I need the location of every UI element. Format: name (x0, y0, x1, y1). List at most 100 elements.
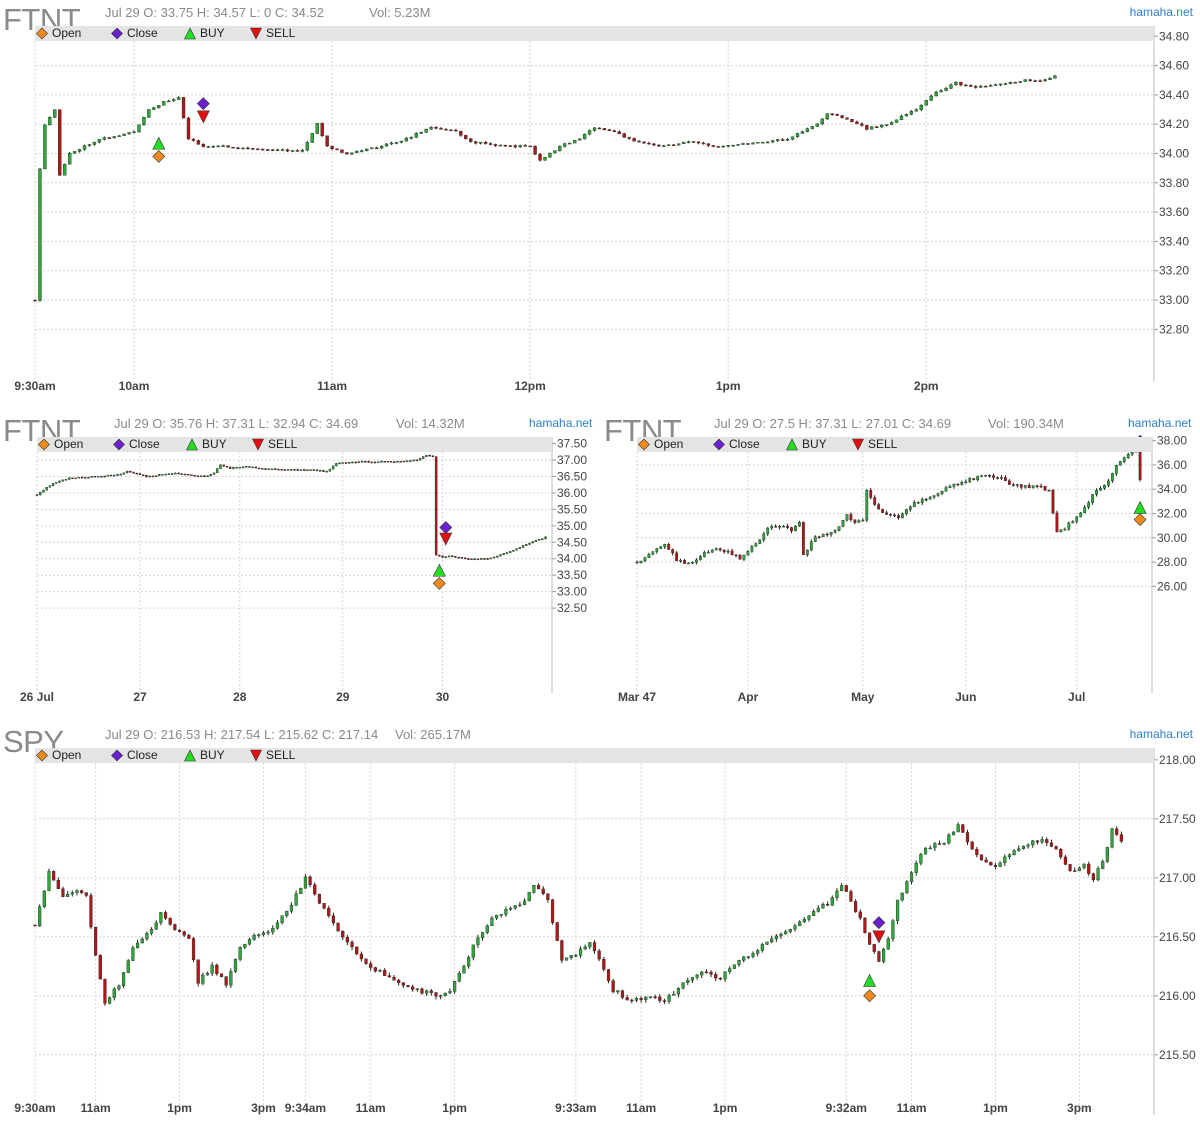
x-tick-label: May (851, 690, 875, 704)
candle-body (928, 496, 932, 500)
candle-body (899, 115, 904, 121)
candle-body (187, 935, 191, 939)
candle-body (807, 915, 811, 920)
candle-body (190, 474, 193, 476)
candle-body (1126, 454, 1130, 458)
candle-body (617, 131, 621, 134)
candle-body (849, 891, 853, 902)
diamond-purple-icon (113, 438, 125, 451)
candle-body (243, 943, 247, 948)
candle-body (996, 477, 999, 479)
candle-body (988, 474, 991, 477)
candle-body (152, 107, 156, 110)
x-tick-label: 9:30am (14, 1101, 55, 1115)
x-tick-label: 1pm (983, 1101, 1008, 1115)
candle-body (122, 472, 126, 475)
candle-body (518, 547, 522, 549)
chart-volume: Vol: 190.34M (988, 416, 1064, 431)
chart-volume: Vol: 14.32M (396, 416, 465, 431)
chart-plot-spy: 218.00 217.50 217.00 216.50 216.00 215.50 9:30… (14, 748, 1196, 1115)
chart-legend: Open Close BUY SELL (35, 748, 1154, 763)
candle-body (1047, 490, 1051, 492)
candle-body (229, 971, 233, 986)
candle-body (652, 143, 656, 146)
candle-body (1087, 863, 1091, 874)
diamond-purple-icon (111, 27, 123, 40)
candle-body (805, 128, 810, 132)
candle-body (93, 476, 97, 478)
candle-body (370, 147, 374, 150)
candle-body (870, 126, 874, 130)
brand-link[interactable]: hamaha.net (529, 416, 593, 430)
triangle-down-red-icon (252, 438, 264, 451)
candle-body (245, 466, 248, 468)
candle-body (331, 465, 335, 470)
candle-body (348, 461, 351, 464)
candle-body (736, 144, 740, 146)
candle-body (210, 964, 214, 974)
candle-body (441, 555, 444, 558)
candle-body (257, 934, 261, 936)
candle-body (620, 990, 625, 998)
candle-body (897, 515, 900, 519)
candle-body (148, 475, 151, 478)
candle-body (909, 111, 914, 115)
candle-body (948, 486, 952, 488)
candle-body (280, 915, 284, 923)
brand-link[interactable]: hamaha.net (1129, 5, 1193, 19)
candle-body (429, 126, 433, 130)
candle-body (741, 143, 745, 145)
candle-body (261, 468, 264, 470)
candle-body (815, 123, 819, 127)
candle-body (980, 475, 984, 477)
candle-body (345, 152, 349, 155)
candle-body (635, 561, 639, 564)
candle-body (639, 998, 643, 1000)
chart-ohlc-header: Jul 29 O: 27.5 H: 37.31 L: 27.01 C: 34.6… (714, 416, 952, 431)
candle-body (196, 959, 200, 984)
candle-body (881, 948, 886, 962)
x-tick-label: 29 (336, 690, 350, 704)
candle-body (271, 928, 275, 933)
candle-body (546, 893, 550, 900)
brand-link[interactable]: hamaha.net (1129, 727, 1193, 741)
candle-body (974, 86, 978, 88)
triangle-down-red-icon (852, 438, 864, 451)
candle-body (374, 147, 379, 149)
candle-body (1000, 477, 1003, 479)
candle-body (531, 541, 534, 544)
candle-body (1055, 512, 1059, 533)
candle-body (954, 82, 958, 86)
candle-body (157, 105, 161, 108)
candle-body (942, 842, 946, 845)
candle-body (1031, 840, 1035, 846)
close-marker (196, 97, 210, 111)
candle-body (923, 847, 928, 855)
candle-body (209, 474, 213, 477)
candle-body (264, 468, 267, 470)
candle-body (817, 536, 821, 538)
candle-body (681, 982, 685, 989)
candle-body (794, 526, 797, 532)
candle-body (434, 992, 438, 997)
trade-markers (152, 97, 210, 163)
candle-body (812, 911, 816, 916)
candle-body (588, 942, 592, 948)
candle-body (180, 473, 184, 475)
candle-body (454, 129, 458, 132)
candle-body (853, 519, 857, 523)
candle-body (138, 473, 142, 476)
candle-body (176, 97, 181, 100)
candle-body (90, 476, 93, 478)
candle-body (1003, 856, 1007, 864)
y-tick-label: 26.00 (1157, 579, 1187, 593)
candle-body (746, 143, 750, 145)
x-tick-label: 11am (626, 1101, 656, 1115)
y-tick-label: 32.00 (1157, 507, 1187, 521)
candle-body (74, 477, 77, 480)
candle-body (676, 143, 681, 146)
chart-panel-ftnt-intraday: 34.80 34.60 34.40 34.20 34.00 33.80 33.60 33.40… (0, 0, 1200, 400)
candle-body (102, 137, 107, 140)
chart-plot-ftnt-5day: 37.50 37.00 36.50 36.00 35.50 35.00 34.50 34.00… (20, 437, 587, 704)
brand-link[interactable]: hamaha.net (1128, 416, 1192, 430)
